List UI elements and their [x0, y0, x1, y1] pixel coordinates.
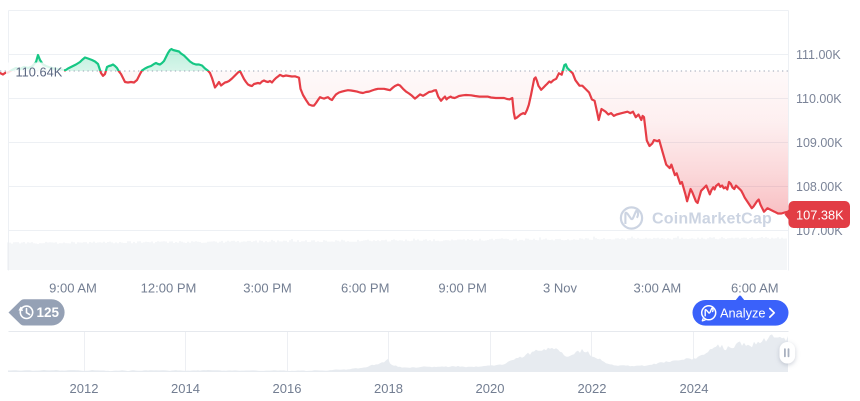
svg-text:2014: 2014 [171, 381, 200, 396]
svg-text:3 Nov: 3 Nov [543, 281, 577, 296]
svg-text:Analyze: Analyze [720, 305, 766, 320]
svg-text:2016: 2016 [273, 381, 302, 396]
svg-text:3:00 PM: 3:00 PM [243, 281, 291, 296]
svg-text:107.38K: 107.38K [796, 207, 844, 222]
svg-text:12:00 PM: 12:00 PM [141, 281, 197, 296]
svg-text:2012: 2012 [70, 381, 99, 396]
svg-text:110.00K: 110.00K [796, 92, 842, 106]
svg-text:2024: 2024 [680, 381, 709, 396]
svg-text:6:00 AM: 6:00 AM [731, 281, 779, 296]
svg-text:2018: 2018 [374, 381, 403, 396]
svg-text:108.00K: 108.00K [796, 180, 843, 194]
svg-text:9:00 PM: 9:00 PM [438, 281, 486, 296]
svg-text:9:00 AM: 9:00 AM [49, 281, 97, 296]
svg-text:110.64K: 110.64K [16, 65, 63, 80]
svg-text:125: 125 [37, 305, 60, 320]
svg-text:2020: 2020 [476, 381, 505, 396]
svg-text:109.00K: 109.00K [796, 136, 843, 150]
svg-text:2022: 2022 [578, 381, 607, 396]
svg-text:111.00K: 111.00K [796, 48, 841, 62]
svg-text:3:00 AM: 3:00 AM [634, 281, 682, 296]
svg-text:6:00 PM: 6:00 PM [341, 281, 389, 296]
svg-text:CoinMarketCap: CoinMarketCap [652, 211, 772, 228]
